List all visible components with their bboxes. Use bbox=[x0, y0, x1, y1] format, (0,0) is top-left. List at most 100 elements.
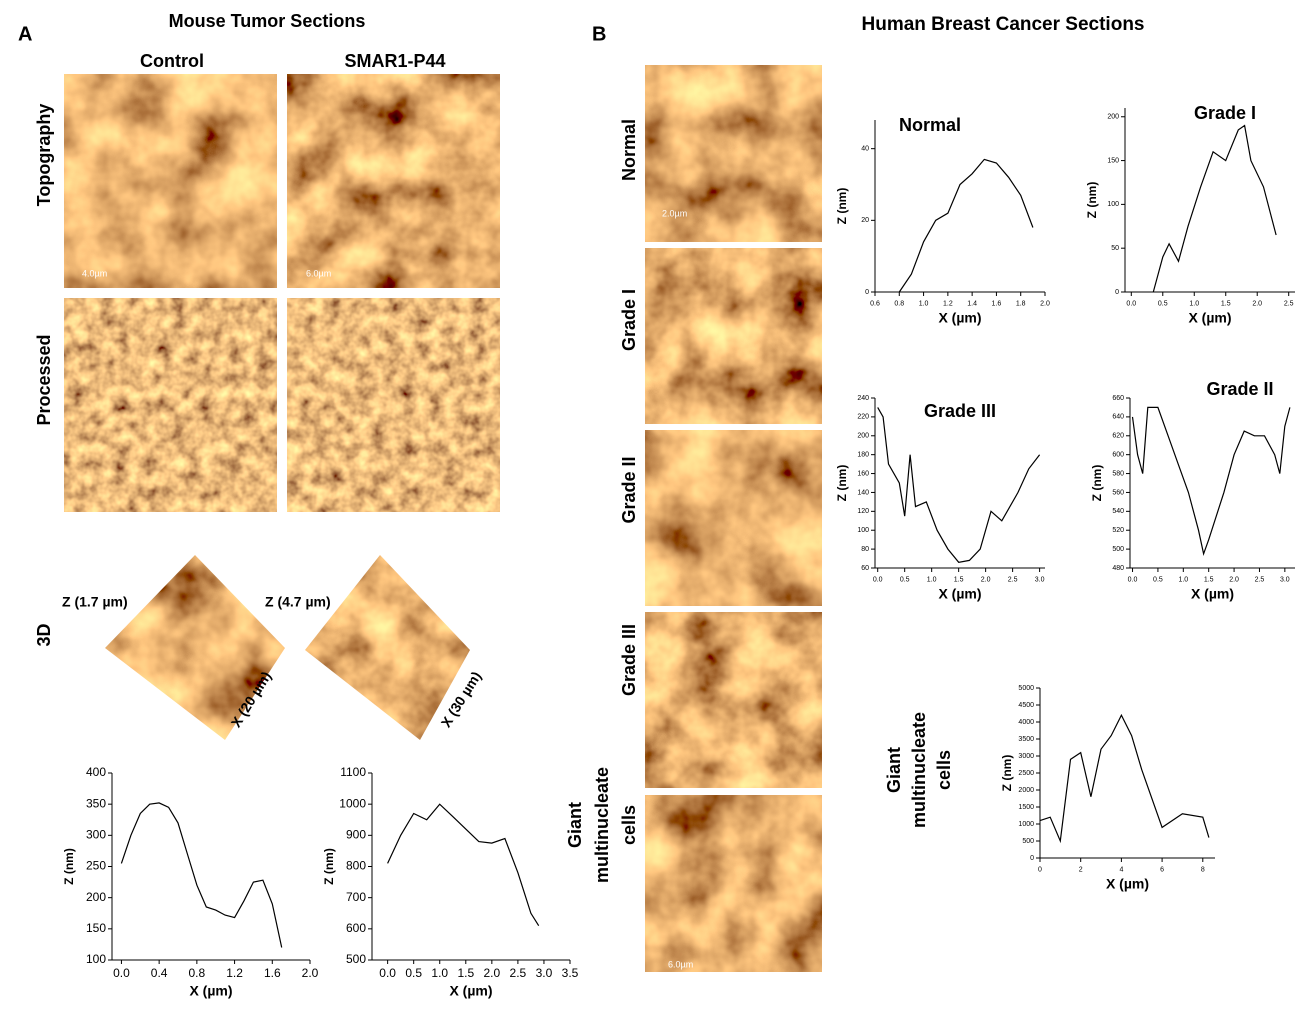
x-tick-label: 1.6 bbox=[264, 966, 281, 980]
y-tick-label: 150 bbox=[1107, 157, 1119, 164]
x-tick-label: 2.0 bbox=[1252, 300, 1262, 307]
y-tick-label: 20 bbox=[861, 217, 869, 224]
y-tick-label: 0 bbox=[1115, 289, 1119, 296]
y-tick-label: 200 bbox=[1107, 114, 1119, 121]
data-line bbox=[1152, 124, 1277, 293]
y-tick-label: 100 bbox=[1107, 201, 1119, 208]
y-tick-label: 660 bbox=[1112, 395, 1124, 402]
y-tick-label: 200 bbox=[86, 890, 106, 904]
x-tick-label: 0.4 bbox=[151, 966, 168, 980]
y-tick-label: 700 bbox=[346, 890, 366, 904]
x-tick-label: 0.5 bbox=[1158, 300, 1168, 307]
afm-image bbox=[64, 298, 277, 512]
y-axis-label: Z (nm) bbox=[1090, 465, 1104, 502]
y-axis-label: Z (nm) bbox=[1085, 182, 1099, 219]
row-label: cells bbox=[619, 805, 639, 845]
afm-image bbox=[645, 248, 822, 424]
x-axis-label: X (µm) bbox=[1106, 876, 1149, 892]
x-tick-label: 0 bbox=[1038, 866, 1042, 873]
y-tick-label: 0 bbox=[865, 289, 869, 296]
x-axis-label: X (µm) bbox=[449, 983, 492, 999]
y-tick-label: 150 bbox=[86, 921, 106, 935]
y-tick-label: 520 bbox=[1112, 527, 1124, 534]
column-label: Control bbox=[140, 51, 204, 71]
axis bbox=[1129, 398, 1295, 569]
y-tick-label: 1000 bbox=[1018, 821, 1034, 828]
axis-3d-label: Z (4.7 µm) bbox=[265, 594, 331, 610]
x-tick-label: 1.4 bbox=[967, 300, 977, 307]
x-tick-label: 0.6 bbox=[870, 300, 880, 307]
panel-label: A bbox=[18, 23, 32, 45]
x-tick-label: 0.0 bbox=[379, 966, 396, 980]
x-tick-label: 1.5 bbox=[1204, 576, 1214, 583]
axis-3d-label: Z (1.7 µm) bbox=[62, 594, 128, 610]
y-tick-label: 2000 bbox=[1018, 787, 1034, 794]
x-tick-label: 3.0 bbox=[1035, 576, 1045, 583]
y-tick-label: 540 bbox=[1112, 508, 1124, 515]
y-tick-label: 1100 bbox=[340, 765, 366, 779]
axis bbox=[1039, 688, 1215, 859]
y-tick-label: 60 bbox=[861, 565, 869, 572]
x-tick-label: 2.0 bbox=[1229, 576, 1239, 583]
x-tick-label: 0.5 bbox=[1153, 576, 1163, 583]
afm-image bbox=[645, 65, 822, 242]
column-label: SMAR1-P44 bbox=[344, 51, 445, 71]
y-tick-label: 180 bbox=[857, 452, 869, 459]
y-tick-label: 100 bbox=[857, 527, 869, 534]
y-tick-label: 350 bbox=[86, 796, 106, 810]
x-tick-label: 0.8 bbox=[189, 966, 206, 980]
chart-title: Grade II bbox=[1206, 379, 1273, 399]
y-tick-label: 640 bbox=[1112, 414, 1124, 421]
y-tick-label: 0 bbox=[1030, 855, 1034, 862]
x-tick-label: 1.5 bbox=[457, 966, 474, 980]
chart-title: Giant bbox=[884, 747, 904, 793]
y-tick-label: 400 bbox=[86, 765, 106, 779]
scale-bars: 4.0µm 6.0µm 2.0µm 6.0µm bbox=[82, 208, 693, 969]
axis bbox=[371, 773, 570, 961]
y-axis-label: Z (nm) bbox=[835, 465, 849, 502]
y-tick-label: 250 bbox=[86, 859, 106, 873]
x-tick-label: 1.2 bbox=[943, 300, 953, 307]
x-axis-label: X (µm) bbox=[189, 983, 232, 999]
y-axis-label: Z (nm) bbox=[1000, 755, 1014, 792]
y-tick-label: 220 bbox=[857, 414, 869, 421]
y-tick-label: 1000 bbox=[339, 796, 366, 810]
x-tick-label: 3.0 bbox=[1280, 576, 1290, 583]
row-label: Normal bbox=[619, 119, 639, 181]
scale-label: 6.0µm bbox=[668, 959, 693, 969]
data-line bbox=[898, 158, 1034, 293]
chart-title: Grade III bbox=[924, 401, 996, 421]
x-tick-label: 8 bbox=[1201, 866, 1205, 873]
axis bbox=[874, 120, 1045, 293]
x-tick-label: 2.5 bbox=[1284, 300, 1294, 307]
y-tick-label: 40 bbox=[861, 146, 869, 153]
x-tick-label: 2.0 bbox=[302, 966, 319, 980]
x-tick-label: 0.5 bbox=[900, 576, 910, 583]
y-tick-label: 480 bbox=[1112, 565, 1124, 572]
row-label: Processed bbox=[34, 334, 54, 425]
scale-label: 2.0µm bbox=[662, 208, 687, 218]
x-tick-label: 2.0 bbox=[1040, 300, 1050, 307]
chart-title: cells bbox=[934, 750, 954, 790]
afm-images bbox=[64, 65, 822, 972]
scale-label: 4.0µm bbox=[82, 268, 107, 278]
row-label: multinucleate bbox=[592, 767, 612, 883]
y-tick-label: 80 bbox=[861, 546, 869, 553]
x-tick-label: 1.0 bbox=[431, 966, 448, 980]
afm-image bbox=[645, 430, 822, 606]
x-tick-label: 1.0 bbox=[1178, 576, 1188, 583]
y-tick-label: 160 bbox=[857, 470, 869, 477]
x-tick-label: 1.5 bbox=[1221, 300, 1231, 307]
y-tick-label: 3000 bbox=[1018, 753, 1034, 760]
row-label: Topography bbox=[34, 104, 54, 207]
row-label: Giant bbox=[565, 802, 585, 848]
y-tick-label: 100 bbox=[86, 952, 106, 966]
row-label: 3D bbox=[34, 623, 54, 646]
x-tick-label: 1.6 bbox=[992, 300, 1002, 307]
x-tick-label: 0.0 bbox=[1128, 576, 1138, 583]
row-label: Grade II bbox=[619, 456, 639, 523]
x-tick-label: 2 bbox=[1079, 866, 1083, 873]
x-tick-label: 6 bbox=[1160, 866, 1164, 873]
y-tick-label: 50 bbox=[1111, 245, 1119, 252]
